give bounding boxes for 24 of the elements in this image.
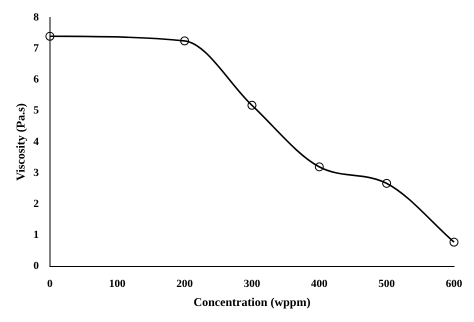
y-tick-label: 0 (33, 260, 40, 272)
y-tick-label: 8 (33, 11, 40, 24)
y-axis-title: Viscosity (Pa.s) (13, 103, 28, 181)
x-tick-label: 600 (446, 278, 463, 290)
x-tick-label: 400 (311, 278, 328, 290)
point (180, 36, 190, 46)
x-axis-title: Concentration (wppm) (193, 294, 310, 309)
y-tick-label: 1 (33, 229, 39, 242)
point (314, 162, 324, 172)
y-tick-label: 7 (33, 42, 40, 55)
point (45, 32, 54, 41)
y-tick-label: 6 (33, 74, 40, 86)
x-tick-label: 500 (378, 278, 396, 290)
x-tick-label: 0 (47, 278, 54, 290)
y-tick-label: 3 (33, 166, 40, 179)
x-tick-label: 300 (244, 278, 261, 290)
point (382, 178, 392, 188)
point (247, 100, 256, 110)
y-tick-label: 2 (33, 198, 40, 210)
point (450, 238, 458, 247)
x-tick-label: 100 (109, 278, 126, 290)
y-tick-label: 5 (33, 104, 40, 117)
x-tick-label: 200 (176, 278, 194, 290)
y-tick-label: 4 (33, 136, 40, 148)
